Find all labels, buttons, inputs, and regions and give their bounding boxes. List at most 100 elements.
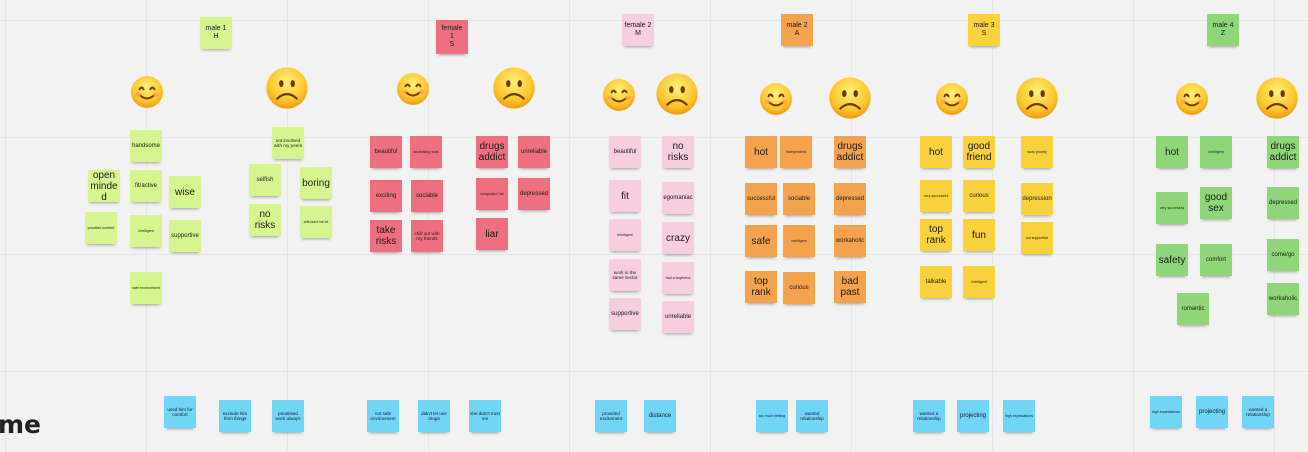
frowning-face-icon[interactable] bbox=[655, 72, 699, 121]
negative-trait-note[interactable]: depressed bbox=[834, 183, 866, 215]
positive-trait-note[interactable]: hot bbox=[920, 136, 952, 168]
positive-trait-note[interactable]: intelligent bbox=[783, 225, 815, 257]
negative-trait-note[interactable]: workaholic bbox=[834, 225, 866, 257]
positive-trait-note[interactable]: romantic bbox=[1177, 293, 1209, 325]
frowning-face-icon[interactable] bbox=[492, 66, 536, 115]
smiling-face-icon[interactable] bbox=[130, 75, 164, 114]
negative-trait-note[interactable]: egomaniac bbox=[662, 182, 694, 214]
positive-trait-note[interactable]: wise bbox=[169, 176, 201, 208]
positive-trait-note[interactable]: work in the same sector bbox=[609, 259, 641, 291]
negative-trait-note[interactable]: depressed bbox=[518, 178, 550, 210]
persona-header-note[interactable]: male 2 A bbox=[781, 14, 813, 46]
positive-trait-note[interactable]: successful bbox=[745, 183, 777, 215]
negative-trait-note[interactable]: come/go bbox=[1267, 239, 1299, 271]
negative-trait-note[interactable]: bad past bbox=[834, 271, 866, 303]
reason-note[interactable]: not safe environment bbox=[367, 400, 399, 432]
positive-trait-note[interactable]: intelligent bbox=[1200, 136, 1232, 168]
positive-trait-note[interactable]: curious bbox=[963, 180, 995, 212]
smiling-face-icon[interactable] bbox=[396, 72, 430, 111]
positive-trait-note[interactable]: provided comfort bbox=[85, 212, 117, 244]
positive-trait-note[interactable]: very successful bbox=[1156, 192, 1188, 224]
negative-trait-note[interactable]: drugs addict bbox=[1267, 136, 1299, 168]
positive-trait-note[interactable]: comfort bbox=[1200, 244, 1232, 276]
reason-note[interactable]: prioritised work always bbox=[272, 400, 304, 432]
positive-trait-note[interactable]: handsome bbox=[130, 130, 162, 162]
positive-trait-note[interactable]: talkable bbox=[920, 266, 952, 298]
reason-note[interactable]: wanted relationship bbox=[796, 400, 828, 432]
reason-note[interactable]: high expectations bbox=[1003, 400, 1035, 432]
positive-trait-note[interactable]: fun bbox=[963, 219, 995, 251]
reason-note[interactable]: she didn't trust me bbox=[469, 400, 501, 432]
positive-trait-note[interactable]: curious bbox=[783, 272, 815, 304]
positive-trait-note[interactable]: intelligent bbox=[963, 266, 995, 298]
negative-trait-note[interactable]: no risks bbox=[662, 136, 694, 168]
frowning-face-icon[interactable] bbox=[828, 76, 872, 125]
frowning-face-icon[interactable] bbox=[265, 66, 309, 115]
frowning-face-icon[interactable] bbox=[1015, 76, 1059, 125]
persona-header-note[interactable]: male 1 H bbox=[200, 17, 232, 49]
reason-note[interactable]: wanted a relationship bbox=[1242, 396, 1274, 428]
reason-note[interactable]: distance bbox=[644, 400, 676, 432]
positive-trait-note[interactable]: independent bbox=[780, 136, 812, 168]
positive-trait-note[interactable]: good friend bbox=[963, 136, 995, 168]
reason-note[interactable]: projecting bbox=[1196, 396, 1228, 428]
smiling-face-icon[interactable] bbox=[935, 82, 969, 121]
reason-note[interactable]: exclude him from things bbox=[219, 400, 251, 432]
negative-trait-note[interactable]: criticised me lot bbox=[300, 206, 332, 238]
positive-trait-note[interactable]: safe environment bbox=[130, 272, 162, 304]
reason-note[interactable]: didn't let use drugs bbox=[418, 400, 450, 432]
positive-trait-note[interactable]: fascinating work bbox=[410, 136, 442, 168]
positive-trait-note[interactable]: supportive bbox=[609, 298, 641, 330]
negative-trait-note[interactable]: no risks bbox=[249, 204, 281, 236]
negative-trait-note[interactable]: crazy bbox=[662, 222, 694, 254]
positive-trait-note[interactable]: beautiful bbox=[370, 136, 402, 168]
reason-note[interactable]: high expectations bbox=[1150, 396, 1182, 428]
reason-note[interactable]: too much texting bbox=[756, 400, 788, 432]
negative-trait-note[interactable]: not involved with my peers bbox=[272, 127, 304, 159]
positive-trait-note[interactable]: sociable bbox=[411, 180, 443, 212]
persona-header-note[interactable]: male 3 S bbox=[968, 14, 1000, 46]
positive-trait-note[interactable]: open minded bbox=[88, 170, 120, 202]
reason-note[interactable]: used him for comfort bbox=[164, 396, 196, 428]
positive-trait-note[interactable]: sociable bbox=[783, 183, 815, 215]
positive-trait-note[interactable]: hot bbox=[1156, 136, 1188, 168]
reason-note[interactable]: projecting bbox=[957, 400, 989, 432]
negative-trait-note[interactable]: depression bbox=[1021, 183, 1053, 215]
positive-trait-note[interactable]: top rank bbox=[920, 219, 952, 251]
positive-trait-note[interactable]: safety bbox=[1156, 244, 1188, 276]
negative-trait-note[interactable]: work priority bbox=[1021, 136, 1053, 168]
positive-trait-note[interactable]: top rank bbox=[745, 271, 777, 303]
persona-header-note[interactable]: male 4 Z bbox=[1207, 14, 1239, 46]
positive-trait-note[interactable]: exciting bbox=[370, 180, 402, 212]
reason-note[interactable]: provided excitement bbox=[595, 400, 627, 432]
negative-trait-note[interactable]: boring bbox=[300, 167, 332, 199]
positive-trait-note[interactable]: very successful bbox=[920, 180, 952, 212]
reason-note[interactable]: wanted a relationship bbox=[913, 400, 945, 432]
positive-trait-note[interactable]: fit bbox=[609, 180, 641, 212]
positive-trait-note[interactable]: intelligent bbox=[609, 219, 641, 251]
negative-trait-note[interactable]: drugs addict bbox=[476, 136, 508, 168]
positive-trait-note[interactable]: beautiful bbox=[609, 136, 641, 168]
negative-trait-note[interactable]: depressed bbox=[1267, 187, 1299, 219]
positive-trait-note[interactable]: intelligent bbox=[130, 215, 162, 247]
negative-trait-note[interactable]: unreliable bbox=[662, 301, 694, 333]
negative-trait-note[interactable]: had a boyfriend bbox=[662, 262, 694, 294]
positive-trait-note[interactable]: safe bbox=[745, 225, 777, 257]
frowning-face-icon[interactable] bbox=[1255, 76, 1299, 125]
negative-trait-note[interactable]: compulsive liar bbox=[476, 178, 508, 210]
negative-trait-note[interactable]: drugs addict bbox=[834, 136, 866, 168]
persona-header-note[interactable]: female 2 M bbox=[622, 14, 654, 46]
negative-trait-note[interactable]: not supportive bbox=[1021, 222, 1053, 254]
negative-trait-note[interactable]: liar bbox=[476, 218, 508, 250]
negative-trait-note[interactable]: unreliable bbox=[518, 136, 550, 168]
smiling-face-icon[interactable] bbox=[602, 78, 636, 117]
smiling-face-icon[interactable] bbox=[1175, 82, 1209, 121]
positive-trait-note[interactable]: fit/active bbox=[130, 170, 162, 202]
positive-trait-note[interactable]: chill out with my friends bbox=[411, 220, 443, 252]
positive-trait-note[interactable]: hot bbox=[745, 136, 777, 168]
negative-trait-note[interactable]: workaholic bbox=[1267, 283, 1299, 315]
positive-trait-note[interactable]: good sex bbox=[1200, 187, 1232, 219]
positive-trait-note[interactable]: supportive bbox=[169, 220, 201, 252]
persona-header-note[interactable]: female 1 S bbox=[436, 20, 468, 54]
positive-trait-note[interactable]: take risks bbox=[370, 220, 402, 252]
